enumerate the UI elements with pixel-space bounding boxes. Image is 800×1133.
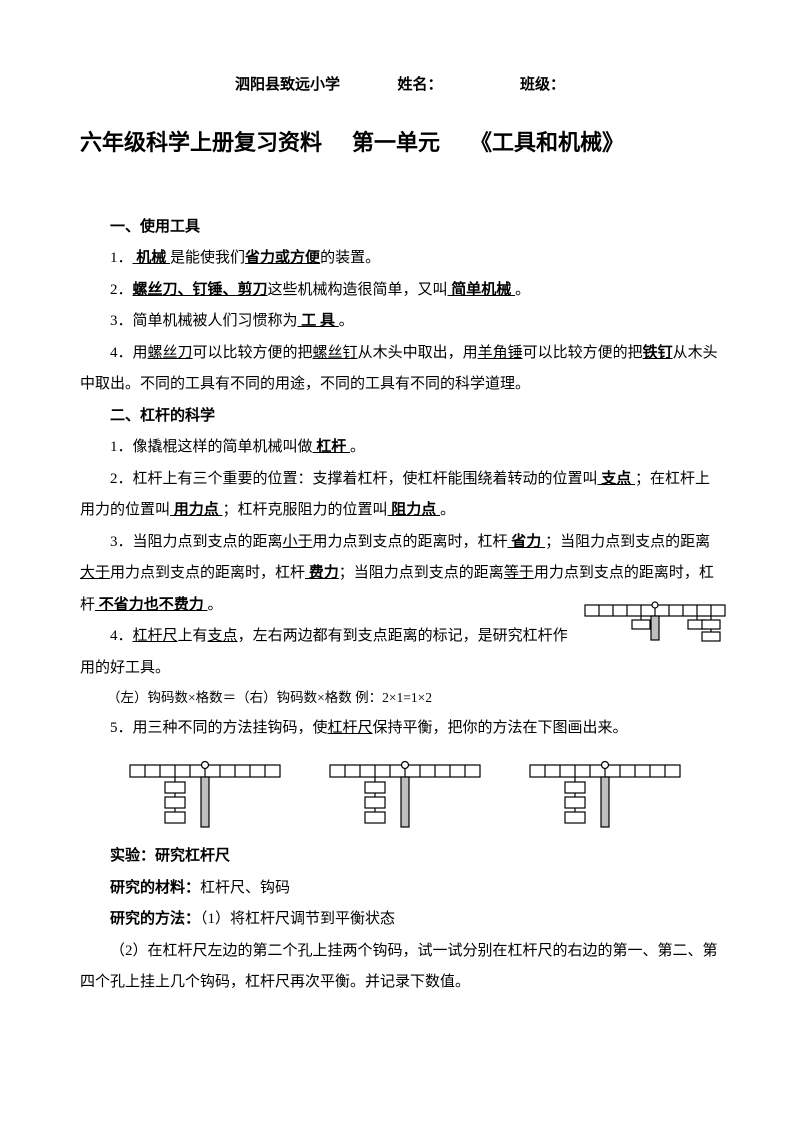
page-header: 泗阳县致远小学 姓名： 班级： bbox=[80, 70, 720, 102]
s1-p4: 4．用螺丝刀可以比较方便的把螺丝钉从木头中取出，用羊角锤可以比较方便的把铁钉从木… bbox=[80, 338, 720, 401]
school-name: 泗阳县致远小学 bbox=[235, 70, 340, 102]
lever-diagram-2 bbox=[320, 750, 490, 835]
experiment-method-2: （2）在杠杆尺左边的第二个孔上挂两个钩码，试一试分别在杠杆尺的右边的第一、第二、… bbox=[80, 936, 720, 999]
class-label: 班级： bbox=[520, 70, 565, 102]
experiment-materials: 研究的材料：杠杆尺、钩码 bbox=[80, 873, 720, 905]
section-1-head: 一、使用工具 bbox=[80, 212, 720, 244]
title-mid: 第一单元 bbox=[352, 120, 440, 166]
section-2-head: 二、杠杆的科学 bbox=[80, 401, 720, 433]
lever-diagram-1 bbox=[120, 750, 290, 835]
lever-diagram-example bbox=[580, 597, 730, 647]
s1-p2: 2．螺丝刀、钉锤、剪刀这些机械构造很简单，又叫 简单机械 。 bbox=[80, 275, 720, 307]
s2-p1: 1．像撬棍这样的简单机械叫做 杠杆 。 bbox=[80, 432, 720, 464]
experiment-title: 实验：研究杠杆尺 bbox=[80, 841, 720, 873]
title-left: 六年级科学上册复习资料 bbox=[80, 120, 322, 166]
document-title: 六年级科学上册复习资料 第一单元 《工具和机械》 bbox=[80, 120, 720, 166]
lever-formula: （左）钩码数×格数＝（右）钩码数×格数 例：2×1=1×2 bbox=[80, 684, 720, 712]
s1-p1: 1． 机械 是能使我们省力或方便的装置。 bbox=[80, 243, 720, 275]
experiment-method-1: 研究的方法：（1）将杠杆尺调节到平衡状态 bbox=[80, 904, 720, 936]
s2-p2: 2．杠杆上有三个重要的位置：支撑着杠杆，使杠杆能围绕着转动的位置叫 支点 ；在杠… bbox=[80, 464, 720, 527]
s1-p3: 3．简单机械被人们习惯称为 工 具 。 bbox=[80, 306, 720, 338]
title-right: 《工具和机械》 bbox=[470, 120, 624, 166]
lever-diagram-3 bbox=[520, 750, 690, 835]
name-label: 姓名： bbox=[397, 70, 442, 102]
s2-p5: 5．用三种不同的方法挂钩码，使杠杆尺保持平衡，把你的方法在下图画出来。 bbox=[80, 713, 720, 745]
lever-diagrams-row bbox=[120, 750, 720, 835]
